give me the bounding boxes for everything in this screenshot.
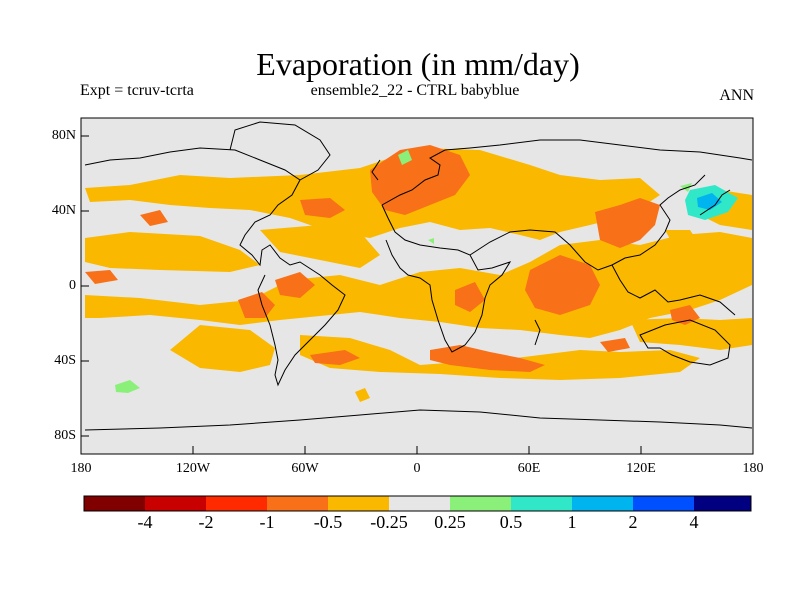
colorbar-label: 0.5 — [499, 512, 523, 532]
colorbar-label: 4 — [689, 512, 699, 532]
lon-label: 60E — [517, 461, 541, 476]
colorbar-swatch — [572, 496, 633, 511]
lat-label: 80S — [54, 428, 76, 443]
weak-negative-regions — [85, 148, 752, 402]
colorbar-label: -2 — [198, 512, 214, 532]
axis-ticks — [81, 135, 642, 454]
green-patch — [428, 238, 434, 244]
colorbar-swatch — [145, 496, 206, 511]
colorbar-label: -0.5 — [313, 512, 343, 532]
colorbar-swatch — [389, 496, 450, 511]
colorbar-label: -0.25 — [370, 512, 408, 532]
coastlines — [84, 121, 753, 431]
lon-label: 60W — [291, 461, 319, 476]
lat-label: 80N — [51, 128, 76, 143]
colorbar-swatch — [633, 496, 694, 511]
colorbar-label: -1 — [259, 512, 275, 532]
green-patch — [398, 150, 412, 165]
lat-label: 40N — [51, 203, 76, 218]
colorbar-swatch — [511, 496, 572, 511]
colorbar-frame — [83, 495, 752, 512]
evaporation-field — [81, 118, 753, 454]
experiment-label: Expt = tcruv-tcrta — [80, 82, 194, 99]
colorbar-label: -4 — [137, 512, 153, 532]
lon-label: 180 — [742, 461, 764, 476]
map-title: Evaporation (in mm/day) — [256, 46, 580, 82]
lat-label: 40S — [54, 353, 76, 368]
colorbar-swatch — [328, 496, 389, 511]
colorbar-swatch — [450, 496, 511, 511]
lat-label: 0 — [69, 278, 76, 293]
colorbar — [83, 495, 752, 512]
ensemble-label: ensemble2_22 - CTRL babyblue — [310, 82, 520, 99]
season-label: ANN — [719, 87, 754, 104]
colorbar-swatch — [267, 496, 328, 511]
colorbar-swatch — [694, 496, 751, 511]
colorbar-label: 2 — [628, 512, 638, 532]
lon-label: 180 — [70, 461, 92, 476]
lon-label: 120E — [626, 461, 656, 476]
lon-label: 0 — [413, 461, 421, 476]
colorbar-label: 1 — [567, 512, 577, 532]
colorbar-label: 0.25 — [434, 512, 466, 532]
lon-label: 120W — [175, 461, 211, 476]
colorbar-swatch — [84, 496, 145, 511]
strong-increase-region — [697, 193, 722, 210]
green-patch — [115, 380, 140, 393]
colorbar-swatch — [206, 496, 267, 511]
